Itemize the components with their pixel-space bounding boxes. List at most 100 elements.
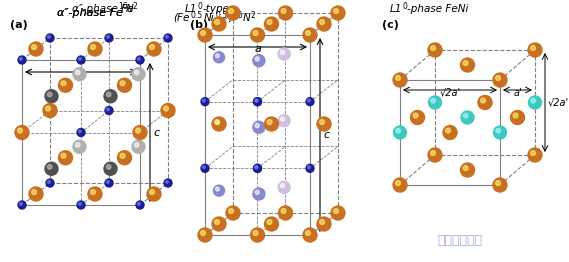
Circle shape [446,128,451,133]
Text: a: a [77,69,84,79]
Text: 16: 16 [118,2,127,11]
Circle shape [336,210,339,213]
Circle shape [281,184,284,188]
Text: -phase FeNi: -phase FeNi [407,4,468,14]
Circle shape [531,99,535,103]
Text: c: c [323,130,329,140]
Circle shape [46,179,54,187]
Circle shape [254,98,262,106]
Circle shape [255,166,258,169]
Circle shape [267,220,272,225]
Circle shape [90,45,96,50]
Circle shape [45,90,58,103]
Circle shape [334,9,342,17]
Text: N: N [126,4,134,14]
Circle shape [45,162,58,175]
Text: 16: 16 [233,11,242,20]
Circle shape [510,111,525,124]
Circle shape [106,165,111,169]
Circle shape [201,231,209,239]
Circle shape [215,220,220,225]
Circle shape [43,103,57,117]
Text: 0.5: 0.5 [216,11,228,20]
Circle shape [138,130,141,133]
Circle shape [138,203,141,205]
Text: L1: L1 [185,4,197,14]
Circle shape [267,20,272,24]
Circle shape [104,90,117,103]
Circle shape [79,130,81,133]
Circle shape [529,96,542,109]
Circle shape [317,117,331,131]
Circle shape [61,153,66,158]
Circle shape [46,106,51,111]
Circle shape [463,113,468,118]
Circle shape [118,151,131,165]
Text: √2a': √2a' [439,88,460,98]
Circle shape [303,228,317,242]
Circle shape [306,231,314,239]
Circle shape [278,115,290,127]
Circle shape [198,28,212,42]
Circle shape [212,117,226,131]
Circle shape [47,108,50,111]
Circle shape [59,78,72,92]
Circle shape [528,43,542,57]
Circle shape [29,42,43,56]
Circle shape [203,32,205,35]
Circle shape [463,166,468,171]
Circle shape [333,9,339,13]
Text: -type: -type [203,4,230,14]
Circle shape [226,6,240,20]
Circle shape [161,103,175,117]
Circle shape [307,32,310,35]
Circle shape [493,178,507,192]
Circle shape [47,35,50,38]
Circle shape [255,57,259,61]
Circle shape [513,113,518,118]
Circle shape [530,46,535,51]
Circle shape [283,210,286,213]
Circle shape [147,187,161,201]
Circle shape [331,206,345,220]
Circle shape [216,54,220,58]
Text: Ni: Ni [204,13,215,23]
Circle shape [265,117,278,131]
Circle shape [281,209,286,214]
Circle shape [32,190,36,194]
Circle shape [29,187,43,201]
Text: (a): (a) [10,20,28,30]
Circle shape [307,232,310,235]
Text: 2: 2 [133,2,138,11]
Circle shape [120,81,125,86]
Circle shape [216,121,220,124]
Circle shape [278,206,292,220]
Circle shape [76,70,80,75]
Circle shape [528,148,542,162]
Circle shape [460,163,475,177]
Circle shape [73,140,86,153]
Circle shape [463,61,468,66]
Circle shape [278,181,290,193]
Circle shape [278,6,292,20]
Circle shape [106,108,109,111]
Circle shape [77,56,85,64]
Circle shape [254,164,262,172]
Text: √2a': √2a' [548,97,569,107]
Circle shape [413,113,418,118]
Circle shape [393,73,407,87]
Circle shape [213,185,225,196]
Circle shape [19,203,22,205]
Circle shape [166,35,168,38]
Circle shape [47,181,50,183]
Circle shape [201,31,209,39]
Circle shape [230,210,233,213]
Circle shape [431,151,435,155]
Circle shape [212,217,226,231]
Circle shape [46,106,54,114]
Circle shape [105,34,113,42]
Text: N: N [243,13,251,23]
Text: a: a [254,44,261,54]
Circle shape [132,140,145,153]
Text: (b): (b) [190,20,208,30]
